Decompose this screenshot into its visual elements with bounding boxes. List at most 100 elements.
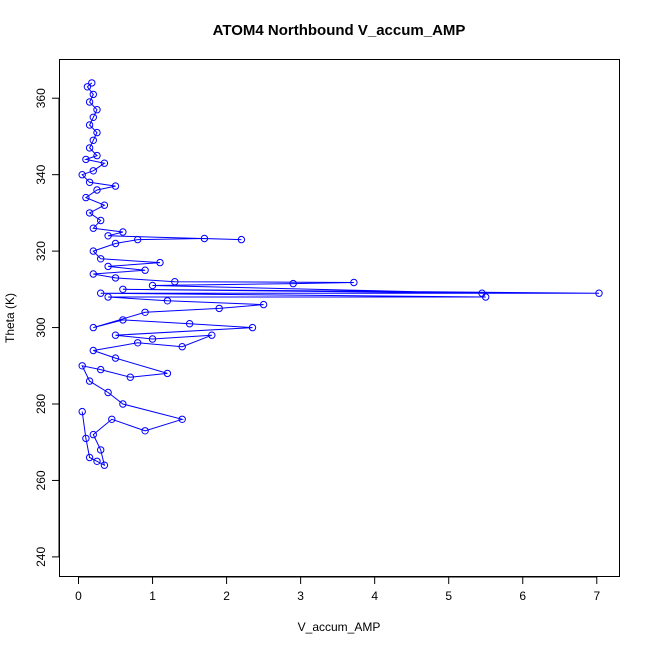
data-point (89, 167, 98, 175)
y-axis-label: Theta (K) (3, 293, 17, 343)
data-point (134, 235, 142, 244)
x-tick-label: 2 (223, 589, 230, 603)
data-point (104, 232, 112, 240)
data-point (89, 136, 98, 145)
data-point (141, 308, 149, 316)
data-series (78, 79, 603, 469)
data-point (148, 281, 157, 290)
data-point (93, 186, 101, 194)
data-point (108, 415, 116, 423)
x-tick-label: 0 (75, 589, 82, 603)
data-point (248, 323, 257, 332)
data-point (97, 365, 105, 374)
data-point (97, 446, 105, 454)
data-point (88, 79, 96, 87)
data-point (111, 354, 120, 362)
data-point (111, 239, 120, 248)
data-point (350, 278, 358, 287)
data-point (89, 270, 98, 278)
data-point (85, 121, 94, 129)
data-point (85, 453, 94, 462)
data-point (93, 151, 101, 160)
data-point (100, 461, 109, 469)
data-point (78, 171, 86, 179)
data-point (171, 278, 179, 286)
data-point (119, 316, 127, 324)
x-tick-label: 6 (519, 589, 526, 603)
data-point (93, 128, 101, 137)
data-point (82, 434, 90, 443)
data-point (178, 343, 186, 351)
x-tick-label: 7 (593, 589, 600, 603)
data-point (83, 83, 92, 91)
y-axis: 240 260 280 300 320 340 360 (34, 88, 60, 567)
data-point (97, 289, 105, 297)
data-point (478, 289, 486, 297)
x-tick-label: 5 (445, 589, 452, 603)
data-point (82, 193, 90, 202)
data-point (100, 201, 109, 209)
y-tick-label: 360 (34, 88, 48, 108)
plot-area (59, 59, 620, 577)
data-point (78, 362, 86, 370)
y-tick-label: 260 (34, 470, 48, 490)
data-point (104, 262, 112, 271)
data-point (185, 320, 194, 328)
data-point (163, 369, 172, 378)
data-point (85, 144, 94, 152)
data-point (148, 335, 157, 343)
data-point (111, 274, 120, 282)
data-point (208, 331, 216, 339)
data-point (85, 377, 94, 385)
data-point (104, 388, 112, 397)
chart-title: ATOM4 Northbound V_accum_AMP (213, 22, 466, 39)
data-point (595, 289, 603, 297)
data-point (482, 293, 490, 301)
data-point (89, 247, 98, 255)
y-tick-label: 300 (34, 317, 48, 337)
data-point (134, 339, 142, 347)
data-point (89, 90, 98, 99)
data-point (237, 235, 246, 244)
y-tick-label: 320 (34, 241, 48, 261)
data-point (119, 228, 127, 236)
data-point (289, 279, 297, 288)
data-point (119, 400, 127, 408)
y-tick-label: 280 (34, 394, 48, 414)
data-point (97, 255, 105, 263)
data-point (163, 297, 172, 305)
y-tick-label: 340 (34, 164, 48, 184)
data-point (89, 224, 98, 232)
data-point (85, 98, 94, 106)
data-point (89, 430, 98, 439)
data-point (89, 113, 98, 122)
x-tick-label: 4 (371, 589, 378, 603)
data-point (85, 209, 94, 217)
data-point (89, 323, 98, 332)
y-tick-label: 240 (34, 547, 48, 567)
data-point (141, 266, 149, 274)
data-point (93, 106, 101, 114)
data-point (178, 415, 186, 423)
data-point (89, 346, 98, 355)
data-point (259, 300, 268, 309)
x-tick-label: 1 (149, 589, 156, 603)
data-point (93, 457, 101, 465)
data-point (141, 427, 149, 435)
series-line (81, 82, 600, 467)
data-point (111, 331, 120, 339)
data-point (119, 285, 127, 293)
x-axis-label: V_accum_AMP (298, 620, 381, 634)
data-point (156, 258, 164, 267)
data-point (85, 178, 94, 187)
data-point (126, 373, 135, 381)
data-point (100, 159, 109, 167)
data-point (111, 182, 120, 190)
data-point (215, 304, 223, 313)
x-axis: 0 1 2 3 4 5 6 7 (75, 576, 600, 603)
data-point (200, 234, 209, 243)
x-tick-label: 3 (297, 589, 304, 603)
data-point (78, 407, 86, 416)
data-point (82, 155, 90, 164)
